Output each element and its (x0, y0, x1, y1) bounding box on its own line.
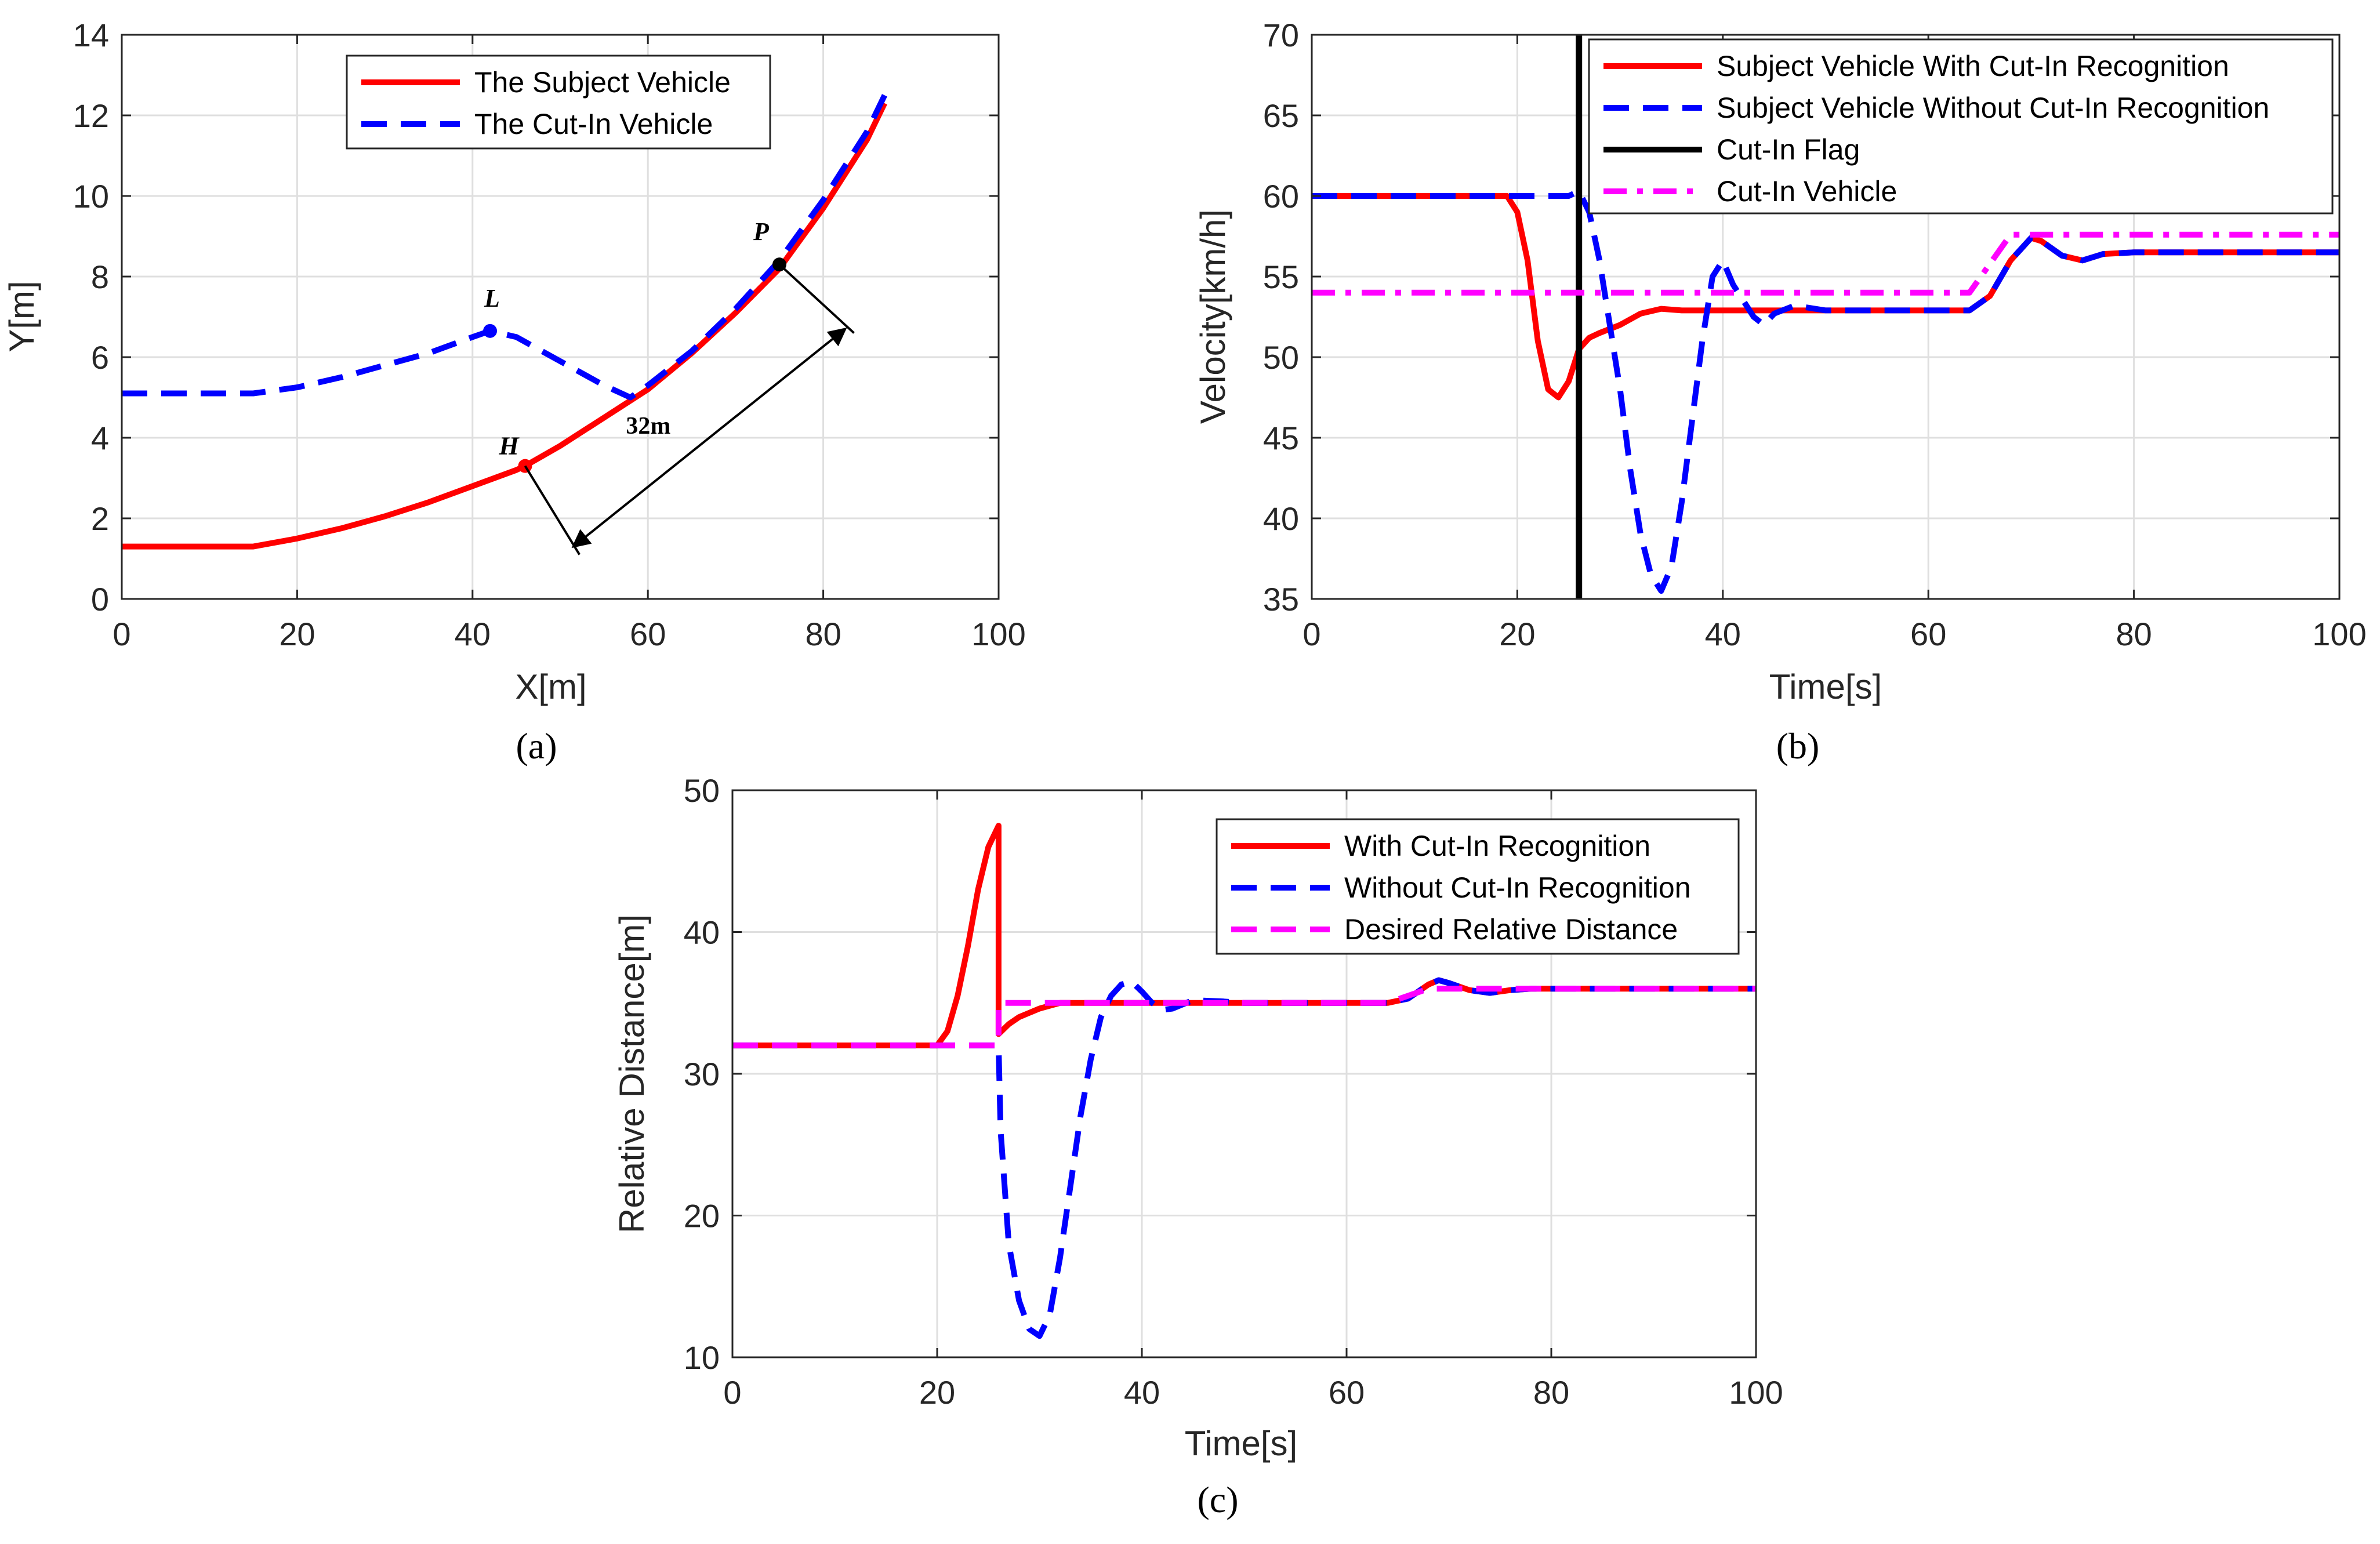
y-tick-label: 60 (1263, 178, 1299, 215)
chart-1: 0 20 40 60 80 100 35 40 45 50 55 60 65 70 Time[s] Veloc… (1193, 17, 2367, 766)
legend-entry-1: Without Cut-In Recognition (1344, 871, 1691, 904)
x-tick-label: 40 (455, 616, 491, 652)
y-tick-label: 14 (73, 17, 109, 53)
y-axis-label: Y[m] (2, 281, 41, 352)
y-tick-label: 40 (1263, 500, 1299, 537)
y-axis-label: Velocity[km/h] (1193, 209, 1232, 424)
legend-box (1588, 38, 2334, 215)
x-tick-label: 80 (2116, 616, 2152, 652)
x-tick-label: 40 (1124, 1374, 1160, 1411)
legend: With Cut-In Recognition Without Cut-In Re… (1216, 818, 1740, 955)
x-tick-label: 0 (1303, 616, 1320, 652)
series-line-0 (122, 101, 887, 550)
x-tick-label: 60 (1329, 1374, 1365, 1411)
axes-box (121, 34, 1000, 600)
point-label-L: L (484, 284, 500, 313)
y-tick-label: 35 (1263, 581, 1299, 617)
y-axis-label: Relative Distance[m] (612, 914, 651, 1233)
x-tick-label: 80 (805, 616, 841, 652)
y-tick-label: 50 (684, 772, 720, 809)
x-tick-label: 20 (919, 1374, 955, 1411)
figure-caption: (b) (1776, 725, 1820, 766)
y-tick-label: 50 (1263, 339, 1299, 376)
y-tick-label: 0 (91, 581, 109, 617)
y-tick-label: 55 (1263, 259, 1299, 295)
figure-caption: (a) (516, 725, 557, 766)
x-tick-label: 0 (723, 1374, 741, 1411)
series-group (122, 94, 887, 550)
y-tick-label: 40 (684, 914, 720, 951)
y-tick-label: 8 (91, 259, 109, 295)
legend-entry-0: The Subject Vehicle (474, 66, 731, 99)
distance-annotation: 32m (626, 413, 670, 439)
dimension-extension-h (524, 465, 581, 555)
series-group (1312, 35, 2339, 599)
x-tick-label: 100 (971, 616, 1025, 652)
legend-entry-2: Cut-In Flag (1717, 133, 1860, 166)
series-line-1 (122, 94, 887, 401)
axes-box (1311, 34, 2341, 600)
x-tick-label: 60 (1910, 616, 1946, 652)
figure-caption: (c) (1197, 1479, 1238, 1520)
x-tick-label: 100 (2312, 616, 2366, 652)
x-tick-label: 100 (1729, 1374, 1783, 1411)
y-tick-label: 70 (1263, 17, 1299, 53)
point-label-H: H (499, 432, 520, 460)
legend: Subject Vehicle With Cut-In Recognition S… (1588, 38, 2334, 215)
x-tick-label: 20 (1499, 616, 1535, 652)
y-tick-label: 10 (684, 1339, 720, 1376)
series-line-1 (1312, 188, 2339, 594)
point-label-P: P (753, 217, 770, 246)
chart-2: 0 20 40 60 80 100 10 20 30 40 50 Time[s] Relative Di… (612, 772, 1783, 1520)
y-tick-label: 45 (1263, 420, 1299, 456)
y-tick-label: 6 (91, 339, 109, 376)
y-tick-label: 4 (91, 420, 109, 456)
legend-box (1216, 818, 1740, 955)
x-axis-label: Time[s] (1185, 1424, 1297, 1463)
series-line-1 (732, 977, 1756, 1339)
series-group (732, 823, 1756, 1339)
x-tick-label: 40 (1705, 616, 1741, 652)
dimension-extension-p (778, 263, 855, 334)
legend-entry-3: Cut-In Vehicle (1717, 175, 1897, 208)
x-tick-label: 80 (1533, 1374, 1569, 1411)
y-tick-label: 30 (684, 1056, 720, 1092)
x-tick-label: 60 (630, 616, 666, 652)
legend-entry-0: With Cut-In Recognition (1344, 830, 1650, 862)
legend-entry-1: The Cut-In Vehicle (474, 108, 713, 140)
y-tick-label: 12 (73, 97, 109, 134)
legend-entry-1: Subject Vehicle Without Cut-In Recogniti… (1717, 92, 2269, 124)
legend-entry-2: Desired Relative Distance (1344, 913, 1678, 946)
point-marker-L (483, 324, 498, 338)
y-tick-label: 65 (1263, 97, 1299, 134)
x-tick-label: 0 (113, 616, 130, 652)
x-axis-label: Time[s] (1769, 667, 1882, 706)
x-tick-label: 20 (279, 616, 315, 652)
x-axis-label: X[m] (515, 667, 586, 706)
chart-0: L H P 32m 0 20 40 60 80 100 0 2 4 6 8 10 12 14 X[m] Y[m] The… (2, 17, 1026, 766)
legend-entry-0: Subject Vehicle With Cut-In Recognition (1717, 50, 2229, 82)
y-tick-label: 10 (73, 178, 109, 215)
legend-box (346, 55, 771, 150)
y-tick-label: 2 (91, 500, 109, 537)
legend: The Subject Vehicle The Cut-In Vehicle (346, 55, 771, 150)
y-tick-label: 20 (684, 1198, 720, 1234)
dimension-arrow (571, 327, 847, 548)
